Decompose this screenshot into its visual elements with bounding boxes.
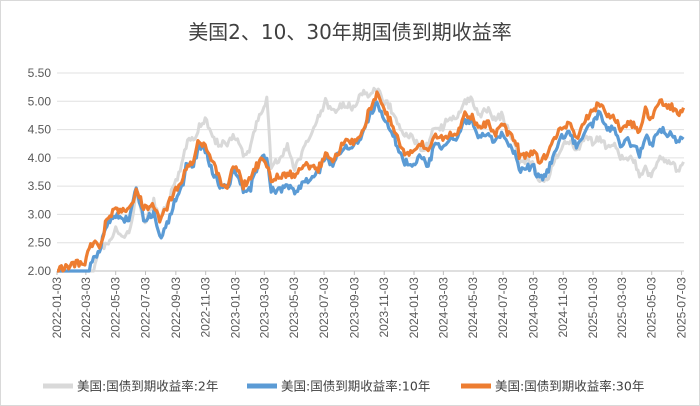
x-tick-label: 2022-01-03 (50, 277, 64, 339)
x-tick-label: 2022-05-03 (109, 277, 123, 339)
y-tick-label: 4.00 (28, 151, 52, 165)
y-tick-label: 3.00 (28, 207, 52, 221)
x-tick-label: 2022-09-03 (169, 277, 183, 339)
legend-label: 美国:国债到期收益率:30年 (495, 379, 644, 394)
series-line-3 (56, 90, 686, 273)
x-tick-label: 2023-03-03 (257, 277, 271, 339)
y-tick-label: 2.00 (28, 264, 52, 278)
x-tick-label: 2022-03-03 (79, 277, 93, 339)
y-axis-ticks: 2.00 2.50 3.00 3.50 4.00 4.50 5.00 5.50 (28, 66, 52, 278)
x-tick-label: 2024-01-03 (407, 277, 421, 339)
legend-label: 美国:国债到期收益率:2年 (77, 379, 218, 394)
chart-title: 美国2、10、30年期国债到期收益率 (188, 20, 512, 44)
x-tick-label: 2024-03-03 (436, 277, 450, 339)
x-tick-label: 2023-11-03 (377, 277, 391, 338)
y-tick-label: 2.50 (28, 236, 52, 250)
x-tick-label: 2023-05-03 (287, 277, 301, 339)
legend: 美国:国债到期收益率:2年 美国:国债到期收益率:10年 美国:国债到期收益率:30… (43, 379, 644, 394)
legend-label: 美国:国债到期收益率:10年 (281, 379, 430, 394)
gridlines (57, 72, 684, 272)
x-tick-label: 2025-05-03 (645, 277, 659, 339)
x-tick-label: 2024-05-03 (466, 277, 480, 339)
series-line-2 (56, 100, 685, 273)
y-tick-label: 5.50 (28, 66, 52, 80)
x-tick-label: 2023-07-03 (317, 277, 331, 339)
y-tick-label: 5.00 (28, 94, 52, 108)
x-tick-label: 2024-11-03 (556, 277, 570, 338)
x-tick-label: 2025-01-03 (586, 277, 600, 339)
x-tick-label: 2022-07-03 (139, 277, 153, 339)
y-tick-label: 4.50 (28, 123, 52, 137)
x-tick-label: 2025-03-03 (615, 277, 629, 339)
x-axis-ticks: 2022-01-03 2022-03-03 2022-05-03 2022-07-03… (50, 271, 689, 338)
x-tick-label: 2025-07-03 (675, 277, 689, 339)
x-tick-label: 2023-01-03 (229, 277, 243, 339)
x-tick-label: 2023-09-03 (347, 277, 361, 339)
x-tick-label: 2024-09-03 (526, 277, 540, 339)
y-tick-label: 3.50 (28, 179, 52, 193)
x-tick-label: 2024-07-03 (496, 277, 510, 339)
series-lines (56, 86, 686, 273)
x-tick-label: 2022-11-03 (199, 277, 213, 338)
